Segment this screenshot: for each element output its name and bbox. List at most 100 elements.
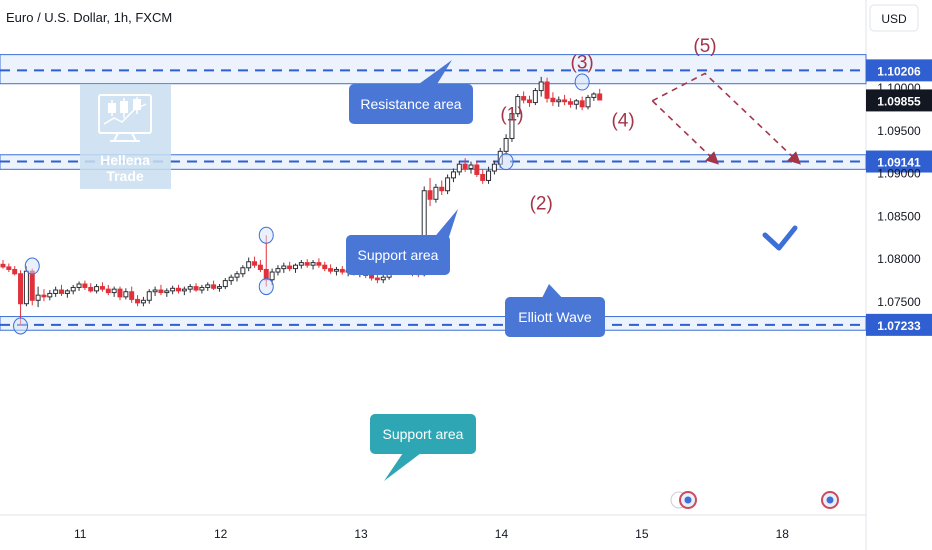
callout-resistance-area[interactable]: Resistance area [349, 60, 473, 124]
candle[interactable] [562, 94, 568, 106]
candle[interactable] [140, 296, 146, 307]
candle[interactable] [480, 169, 486, 184]
candle[interactable] [181, 286, 187, 296]
candle[interactable] [0, 260, 6, 269]
candle[interactable] [298, 260, 304, 269]
y-tick-label: 1.08000 [877, 252, 921, 266]
candle[interactable] [111, 286, 117, 297]
candle[interactable] [468, 161, 474, 174]
candle[interactable] [164, 288, 170, 297]
candle[interactable] [222, 278, 228, 290]
candle[interactable] [333, 266, 339, 276]
candle[interactable] [527, 95, 532, 107]
zone-2[interactable] [0, 316, 867, 331]
candle[interactable] [427, 177, 433, 207]
candle[interactable] [135, 295, 141, 307]
candle[interactable] [193, 283, 199, 292]
candle[interactable] [328, 264, 334, 274]
candle[interactable] [234, 271, 240, 282]
candle[interactable] [76, 281, 82, 291]
candle[interactable] [509, 109, 515, 142]
economic-event-icons[interactable] [670, 491, 839, 509]
candle[interactable] [503, 134, 509, 155]
candle[interactable] [64, 289, 70, 298]
candle[interactable] [521, 91, 527, 104]
candle[interactable] [123, 288, 129, 300]
candle[interactable] [550, 92, 556, 106]
candle[interactable] [228, 274, 234, 285]
candle[interactable] [187, 284, 193, 293]
candle[interactable] [579, 96, 585, 111]
y-axis-labels: 1.100001.095001.090001.085001.080001.075… [866, 81, 932, 309]
candle[interactable] [287, 261, 293, 272]
callout-elliott-wave[interactable]: Elliott Wave [505, 284, 605, 337]
candle[interactable] [88, 283, 94, 293]
candle[interactable] [146, 289, 152, 304]
candle[interactable] [94, 284, 100, 294]
candle[interactable] [556, 96, 562, 107]
candle[interactable] [158, 284, 164, 296]
candle[interactable] [544, 77, 550, 103]
candle[interactable] [450, 168, 456, 183]
candle[interactable] [532, 88, 538, 106]
candle[interactable] [474, 160, 480, 178]
candle[interactable] [310, 260, 316, 270]
candle[interactable] [374, 273, 380, 284]
candle[interactable] [59, 284, 64, 297]
candle-body [521, 96, 527, 101]
candle[interactable] [486, 166, 492, 184]
candle[interactable] [105, 284, 111, 296]
candle[interactable] [47, 290, 53, 301]
candle[interactable] [491, 160, 497, 175]
candle[interactable] [199, 284, 205, 294]
candle[interactable] [99, 282, 105, 292]
candle[interactable] [275, 265, 281, 276]
candle[interactable] [597, 88, 603, 101]
candle[interactable] [257, 260, 263, 273]
candle[interactable] [322, 261, 328, 272]
callout-support-area-lower[interactable]: Support area [370, 414, 476, 481]
candle[interactable] [53, 286, 59, 297]
candle[interactable] [176, 284, 181, 294]
candle[interactable] [585, 94, 591, 110]
candle[interactable] [567, 98, 573, 108]
candle[interactable] [316, 258, 322, 268]
elliott-alt-path[interactable] [651, 100, 720, 165]
candle[interactable] [439, 180, 445, 195]
candle[interactable] [515, 93, 521, 118]
candle[interactable] [6, 263, 12, 273]
candle[interactable] [12, 266, 18, 276]
candle[interactable] [445, 174, 451, 195]
candle[interactable] [573, 99, 579, 110]
candle[interactable] [240, 265, 246, 278]
candle[interactable] [205, 282, 211, 291]
currency-button[interactable] [869, 4, 919, 32]
candle[interactable] [82, 280, 88, 291]
candle[interactable] [252, 256, 258, 268]
candle[interactable] [339, 266, 345, 275]
candle[interactable] [170, 285, 176, 295]
elliott-projection-path[interactable] [651, 72, 801, 165]
candle[interactable] [152, 286, 158, 297]
candle[interactable] [591, 92, 597, 101]
candle[interactable] [462, 158, 468, 172]
candle[interactable] [456, 160, 462, 176]
candle[interactable] [70, 284, 76, 295]
candle[interactable] [211, 280, 217, 291]
candle[interactable] [18, 270, 24, 326]
candle[interactable] [433, 183, 439, 203]
candle[interactable] [538, 76, 544, 97]
candle-body [509, 113, 515, 140]
candle[interactable] [129, 286, 135, 303]
candle[interactable] [35, 286, 41, 308]
candle[interactable] [41, 289, 47, 302]
callout-support-area-upper[interactable]: Support area [346, 209, 458, 275]
candle[interactable] [246, 257, 252, 272]
candle[interactable] [117, 286, 123, 301]
candle[interactable] [304, 259, 310, 268]
candle[interactable] [216, 284, 222, 292]
candle[interactable] [281, 262, 287, 273]
candle[interactable] [380, 274, 386, 284]
candle[interactable] [293, 263, 298, 273]
